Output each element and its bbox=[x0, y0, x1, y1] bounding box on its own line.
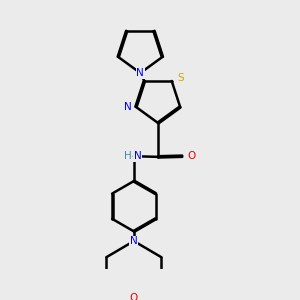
Text: N: N bbox=[136, 68, 144, 78]
Text: H: H bbox=[124, 151, 132, 161]
Text: O: O bbox=[187, 151, 195, 161]
Text: N: N bbox=[130, 236, 138, 246]
Text: N: N bbox=[134, 151, 142, 161]
Text: S: S bbox=[177, 74, 184, 83]
Text: N: N bbox=[124, 102, 132, 112]
Text: O: O bbox=[130, 292, 138, 300]
